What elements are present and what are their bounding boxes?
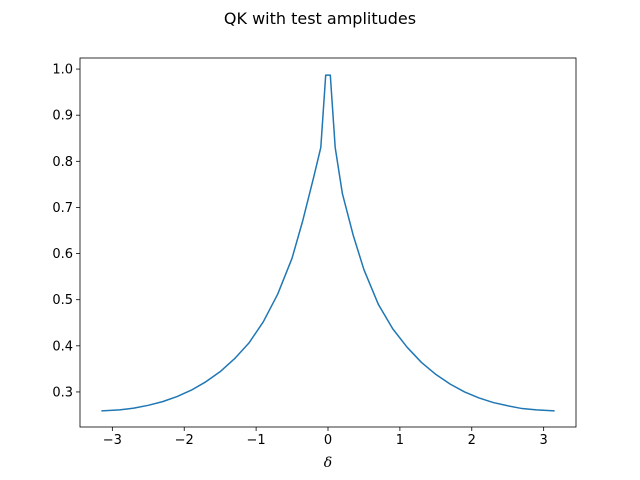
y-tick-label: 1.0 xyxy=(52,63,73,78)
series-line-0 xyxy=(101,74,555,412)
x-tick-label: −2 xyxy=(175,433,194,448)
x-tick-label: −1 xyxy=(247,433,266,448)
plot-area: −3 −2 −1 0 1 2 3 0.3 0.4 0.5 0.6 0.7 0.8 0.9 1.0 xyxy=(52,57,577,448)
x-tick-label: −3 xyxy=(103,433,122,448)
x-axis-label: δ xyxy=(324,455,332,471)
x-tick-label: 0 xyxy=(324,433,332,448)
y-tick-label: 0.7 xyxy=(52,201,73,216)
chart-title: QK with test amplitudes xyxy=(224,9,416,28)
x-tick-label: 1 xyxy=(396,433,404,448)
y-tick-label: 0.6 xyxy=(52,247,73,262)
x-tick-label: 2 xyxy=(468,433,476,448)
y-tick-label: 0.8 xyxy=(52,155,73,170)
y-tick-label: 0.3 xyxy=(52,385,73,400)
y-tick-label: 0.9 xyxy=(52,109,73,124)
y-tick-label: 0.5 xyxy=(52,293,73,308)
y-tick-label: 0.4 xyxy=(52,339,73,354)
x-tick-label: 3 xyxy=(540,433,548,448)
